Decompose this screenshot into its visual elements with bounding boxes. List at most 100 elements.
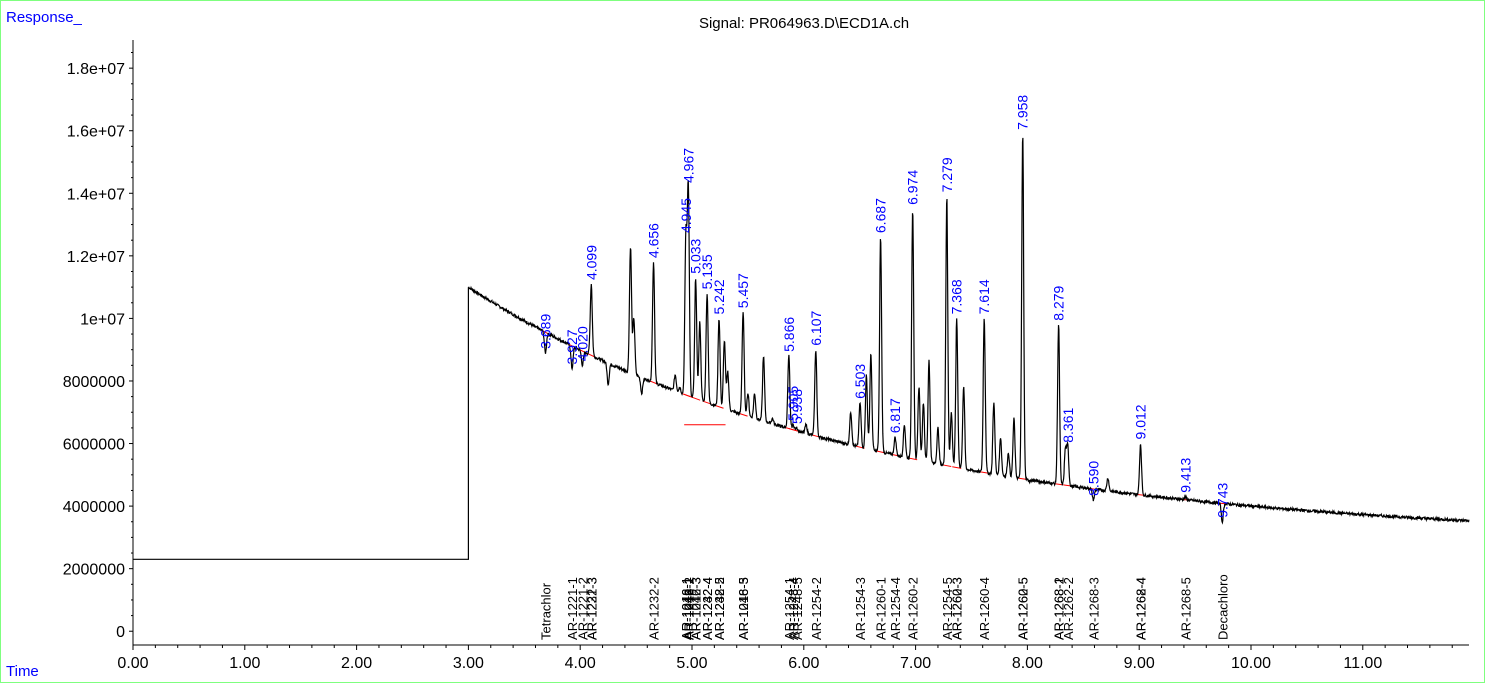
x-tick-label: 11.00 xyxy=(1343,655,1382,672)
compound-label: AR-1248-2 xyxy=(712,577,727,640)
x-tick-label: 2.00 xyxy=(341,655,372,672)
peak-label: 7.958 xyxy=(1015,95,1031,130)
compound-label: AR-1260-3 xyxy=(950,577,965,640)
compound-label: AR-1260-2 xyxy=(906,577,921,640)
compound-label: AR-1248-1 xyxy=(681,577,696,640)
compound-label: AR-1268-4 xyxy=(1134,577,1149,640)
y-tick-label: 1.8e+07 xyxy=(67,61,125,78)
y-tick-label: 4000000 xyxy=(63,499,125,516)
compound-label: AR-1254-4 xyxy=(888,577,903,640)
x-tick-label: 0.00 xyxy=(117,655,148,672)
compound-label: AR-1262-2 xyxy=(1061,577,1076,640)
compound-label: AR-1221-2 xyxy=(575,577,590,640)
x-tick-label: 6.00 xyxy=(788,655,819,672)
integration-baseline xyxy=(714,404,724,409)
peak-label: 7.614 xyxy=(976,279,992,314)
compound-label: AR-1242-1 xyxy=(679,577,694,640)
compound-label: AR-1268-3 xyxy=(1086,577,1101,640)
compound-label: Decachloro xyxy=(1215,574,1230,640)
peak-label: 8.590 xyxy=(1085,461,1101,496)
peak-label: 7.368 xyxy=(949,279,965,314)
peak-label: 6.817 xyxy=(887,398,903,433)
integration-baseline xyxy=(908,457,918,461)
peak-label: 6.107 xyxy=(808,310,824,345)
compound-label: AR-1221-3 xyxy=(584,577,599,640)
integration-baselines xyxy=(540,329,1227,505)
compound-label: AR-1254-3 xyxy=(853,577,868,640)
compound-label: AR-1232-4 xyxy=(700,577,715,640)
compound-label: AR-1254-2 xyxy=(809,577,824,640)
peak-label: 6.503 xyxy=(852,364,868,399)
y-tick-label: 8000000 xyxy=(63,374,125,391)
compound-label: AR-1242-4 xyxy=(700,577,715,640)
compound-label: AR-1016-5 xyxy=(736,577,751,640)
integration-baseline xyxy=(952,466,962,469)
compound-label: AR-1016-1 xyxy=(679,577,694,640)
compound-label: AR-1262-3 xyxy=(950,577,965,640)
peak-label: 5.242 xyxy=(711,279,727,314)
compound-label: AR-1260-4 xyxy=(977,577,992,640)
integration-baseline xyxy=(942,464,952,468)
peak-label: 4.656 xyxy=(646,223,662,258)
chart-title: Signal: PR064963.D\ECD1A.ch xyxy=(699,15,909,32)
peak-label: 3.927 xyxy=(564,329,580,364)
compound-label: AR-1254-5 xyxy=(940,577,955,640)
compound-label: AR-1242-2 xyxy=(681,577,696,640)
peak-label: 5.033 xyxy=(688,238,704,273)
integration-baseline xyxy=(979,471,989,474)
x-tick-label: 8.00 xyxy=(1012,655,1043,672)
compound-label: AR-1232-3 xyxy=(584,577,599,640)
peak-label: 9.012 xyxy=(1133,404,1149,439)
compound-label: AR-1248-5 xyxy=(790,577,805,640)
compound-label: AR-1248-4 xyxy=(786,577,801,640)
x-tick-label: 10.00 xyxy=(1231,655,1271,672)
y-tick-label: 1.2e+07 xyxy=(67,249,125,266)
y-tick-label: 6000000 xyxy=(63,437,125,454)
peak-label: 5.938 xyxy=(789,389,805,424)
y-tick-label: 2000000 xyxy=(63,562,125,579)
peak-label: 7.279 xyxy=(939,157,955,192)
peak-label: 5.905 xyxy=(785,386,801,421)
peak-label: 5.866 xyxy=(781,317,797,352)
compound-label: AR-1016-2 xyxy=(681,577,696,640)
x-tick-label: 7.00 xyxy=(900,655,931,672)
compound-labels: Tetrachlor AR-1221-1AR-1221-2AR-1221-3AR-… xyxy=(538,574,1230,640)
x-tick-label: 1.00 xyxy=(229,655,260,672)
peak-label: 4.945 xyxy=(678,198,694,233)
compound-label: AR-1221-1 xyxy=(565,577,580,640)
compound-label: AR-1260-1 xyxy=(874,577,889,640)
peak-label: 4.020 xyxy=(574,326,590,361)
compound-label: AR-1248-3 xyxy=(736,577,751,640)
x-tick-label: 5.00 xyxy=(676,655,707,672)
compound-label: AR-1262-4 xyxy=(1134,577,1149,640)
compound-label: AR-1260-5 xyxy=(1016,577,1031,640)
compound-label: AR-1016-3 xyxy=(689,577,704,640)
x-axis-label: Time xyxy=(6,663,39,680)
peak-label: 6.974 xyxy=(905,170,921,205)
peak-label: 4.099 xyxy=(583,245,599,280)
y-tick-label: 1e+07 xyxy=(80,311,125,328)
compound-label: Tetrachlor xyxy=(538,582,553,640)
axes: 0 2000000 4000000 6000000 8000000 1e+07 1.2e+0… xyxy=(63,40,1469,672)
y-tick-label: 1.4e+07 xyxy=(67,186,125,203)
peak-label: 9.743 xyxy=(1214,482,1230,517)
y-tick-label: 1.6e+07 xyxy=(67,124,125,141)
compound-label: AR-1242-3 xyxy=(689,577,704,640)
compound-label: AR-1232-5 xyxy=(712,577,727,640)
signal-trace xyxy=(133,137,1470,560)
y-axis-label: Response_ xyxy=(6,9,83,26)
peak-label: 8.279 xyxy=(1051,285,1067,320)
y-tick-label: 0 xyxy=(116,624,125,641)
compound-label: AR-1232-2 xyxy=(647,577,662,640)
compound-label: AR-1268-5 xyxy=(1178,577,1193,640)
peak-label: 9.413 xyxy=(1177,457,1193,492)
compound-label: AR-1268-1 xyxy=(1052,577,1067,640)
peak-label: 3.689 xyxy=(537,314,553,349)
compound-label: AR-1268-2 xyxy=(1052,577,1067,640)
integration-baseline xyxy=(691,396,701,401)
peak-label: 4.967 xyxy=(680,148,696,183)
peak-label: 5.135 xyxy=(699,254,715,289)
peak-label: 5.457 xyxy=(735,273,751,308)
